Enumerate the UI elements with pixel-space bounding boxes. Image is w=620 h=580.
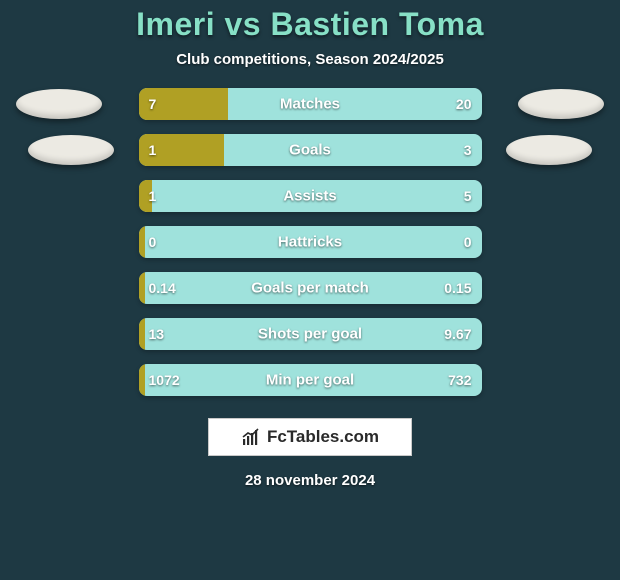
stat-rows: 720Matches13Goals15Assists00Hattricks0.1… — [0, 88, 620, 396]
stat-value-left: 0.14 — [149, 280, 176, 296]
stat-value-left: 0 — [149, 234, 157, 250]
stat-row: 1 5 Assists — [0, 180, 620, 212]
stat-bar-left — [139, 272, 146, 304]
stat-bar-left — [139, 226, 146, 258]
date-text: 28 november 2024 — [245, 472, 375, 489]
stat-label: Matches — [280, 96, 340, 113]
player2-flag-placeholder — [506, 135, 592, 165]
stat-value-right: 3 — [464, 142, 472, 158]
stat-bar: 1072 732 Min per goal — [139, 364, 482, 396]
stat-row: 0 0 Hattricks — [0, 226, 620, 258]
player1-flag-placeholder — [28, 135, 114, 165]
stat-label: Shots per goal — [258, 326, 362, 343]
stat-value-right: 0 — [464, 234, 472, 250]
stat-bar: 0.14 0.15 Goals per match — [139, 272, 482, 304]
stat-value-right: 9.67 — [444, 326, 471, 342]
comparison-card: Imeri vs Bastien Toma Club competitions,… — [0, 0, 620, 580]
stat-bar: 1 5 Assists — [139, 180, 482, 212]
stat-row: 1 3 Goals — [0, 134, 620, 166]
stat-row: 1072 732 Min per goal — [0, 364, 620, 396]
stat-bar: 0 0 Hattricks — [139, 226, 482, 258]
stat-value-right: 0.15 — [444, 280, 471, 296]
stat-label: Hattricks — [278, 234, 342, 251]
stat-label: Goals — [289, 142, 331, 159]
stat-value-left: 1 — [149, 188, 157, 204]
stat-row: 7 20 Matches — [0, 88, 620, 120]
stat-value-left: 7 — [149, 96, 157, 112]
source-badge: FcTables.com — [208, 418, 412, 456]
stat-bar-left — [139, 364, 146, 396]
stat-bar: 13 9.67 Shots per goal — [139, 318, 482, 350]
player2-logo-placeholder — [518, 89, 604, 119]
stat-bar: 1 3 Goals — [139, 134, 482, 166]
stat-value-right: 20 — [456, 96, 472, 112]
chart-icon — [241, 427, 261, 447]
stat-value-left: 1072 — [149, 372, 180, 388]
page-title: Imeri vs Bastien Toma — [136, 6, 484, 43]
stat-label: Assists — [283, 188, 336, 205]
player1-name: Imeri — [136, 6, 215, 42]
stat-row: 13 9.67 Shots per goal — [0, 318, 620, 350]
stat-row: 0.14 0.15 Goals per match — [0, 272, 620, 304]
player2-name: Bastien Toma — [270, 6, 483, 42]
stat-bar: 7 20 Matches — [139, 88, 482, 120]
stat-label: Goals per match — [251, 280, 369, 297]
player1-logo-placeholder — [16, 89, 102, 119]
stat-bar-left — [139, 318, 146, 350]
vs-separator: vs — [215, 6, 270, 42]
stat-value-left: 1 — [149, 142, 157, 158]
stat-value-right: 732 — [448, 372, 471, 388]
stat-label: Min per goal — [266, 372, 354, 389]
source-badge-text: FcTables.com — [267, 427, 379, 447]
subtitle: Club competitions, Season 2024/2025 — [176, 51, 444, 68]
stat-value-left: 13 — [149, 326, 165, 342]
stat-value-right: 5 — [464, 188, 472, 204]
